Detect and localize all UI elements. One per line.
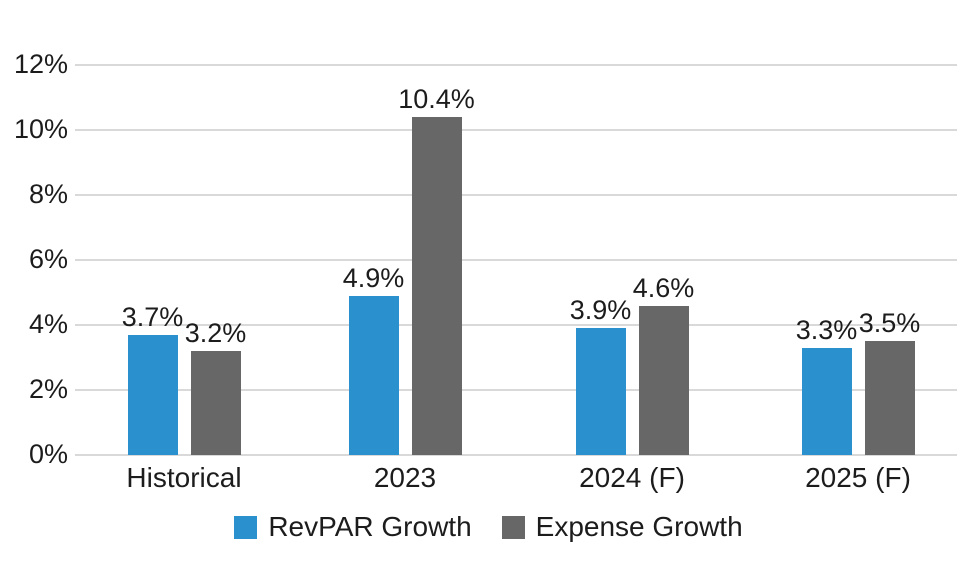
- gridline: [75, 64, 957, 66]
- bar-value-label: 10.4%: [398, 84, 475, 114]
- gridline: [75, 389, 957, 391]
- y-axis-tick-label: 0%: [28, 439, 68, 469]
- x-axis-label: Historical: [126, 462, 242, 493]
- y-axis-tick-label: 4%: [28, 309, 68, 339]
- gridline: [75, 194, 957, 196]
- bar-revpar-growth[interactable]: [575, 328, 626, 455]
- bar-expense-growth[interactable]: [190, 351, 241, 455]
- bar-expense-growth[interactable]: [638, 305, 689, 455]
- y-axis-tick-label: 6%: [28, 244, 68, 274]
- x-axis-label: 2023: [373, 462, 437, 493]
- y-axis-tick-label: 2%: [28, 374, 68, 404]
- bar-expense-growth[interactable]: [864, 341, 915, 455]
- bar-value-label: 3.7%: [121, 301, 184, 332]
- x-axis-label: 2025 (F): [805, 462, 911, 493]
- bar-revpar-growth[interactable]: [348, 295, 399, 455]
- bar-expense-growth[interactable]: [411, 117, 462, 455]
- x-axis-label: 2024 (F): [579, 462, 685, 493]
- bar-value-label: 4.6%: [632, 272, 695, 303]
- expense-growth-swatch-icon: [501, 515, 525, 539]
- bar-revpar-growth[interactable]: [801, 347, 852, 455]
- gridline: [75, 259, 957, 261]
- legend: RevPAR Growth Expense Growth: [0, 510, 977, 544]
- legend-label-expense-growth: Expense Growth: [535, 511, 743, 542]
- y-axis-tick-label: 10%: [13, 114, 68, 144]
- gridline: [75, 324, 957, 326]
- gridline: [75, 129, 957, 131]
- legend-item-expense-growth[interactable]: Expense Growth: [501, 510, 743, 544]
- gridline: [75, 454, 957, 456]
- bar-value-label: 3.3%: [795, 314, 858, 345]
- plot-area: 3.7% 3.2% 4.9% 10.4% 3.9% 4.6% 3.3% 3.5%: [75, 64, 957, 456]
- bar-value-label: 3.2%: [184, 318, 247, 348]
- y-axis-tick-label: 8%: [28, 179, 68, 209]
- legend-label-revpar-growth: RevPAR Growth: [268, 511, 472, 542]
- legend-item-revpar-growth[interactable]: RevPAR Growth: [234, 510, 472, 544]
- bar-value-label: 4.9%: [342, 262, 405, 293]
- y-axis-tick-label: 12%: [13, 49, 68, 79]
- bar-revpar-growth[interactable]: [127, 334, 178, 455]
- bar-value-label: 3.5%: [858, 308, 921, 339]
- revpar-growth-swatch-icon: [234, 515, 258, 539]
- bar-value-label: 3.9%: [569, 295, 632, 326]
